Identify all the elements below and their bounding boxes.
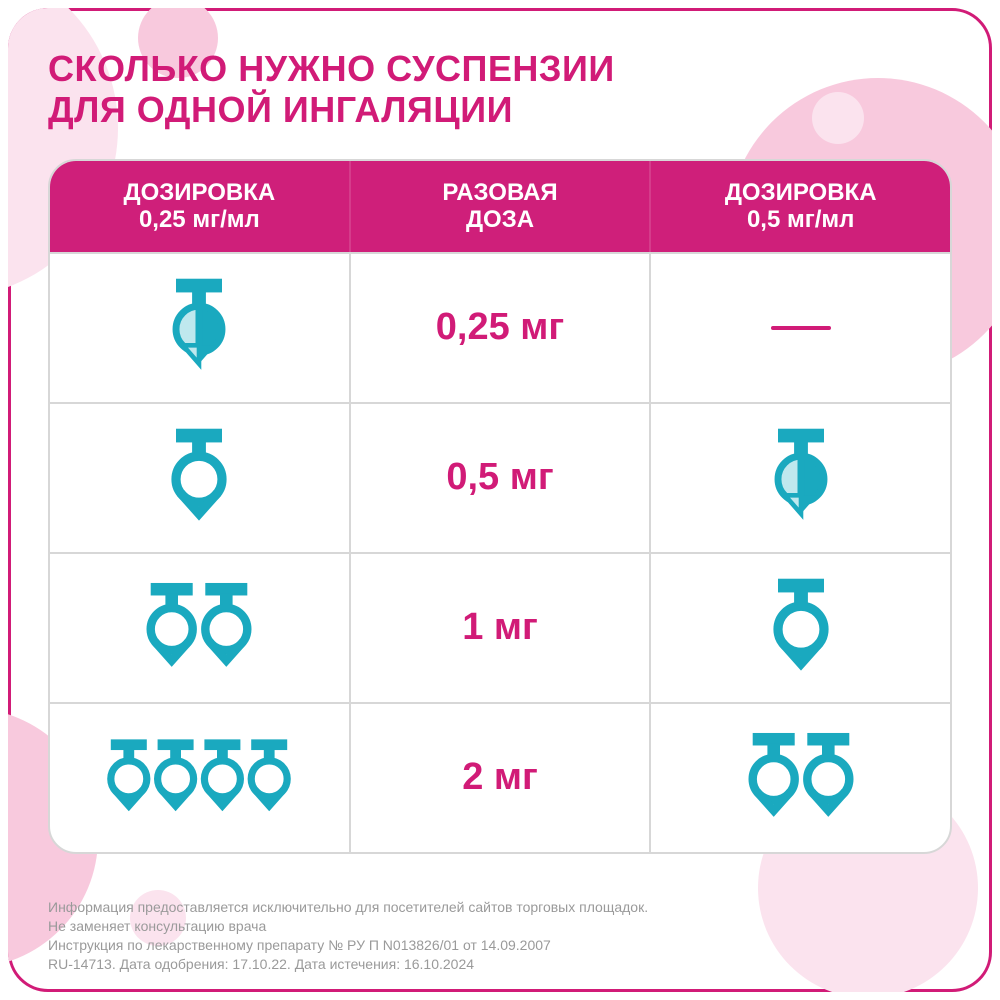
- dosage-table: ДОЗИРОВКА0,25 мг/млРАЗОВАЯДОЗАДОЗИРОВКА0…: [48, 159, 952, 854]
- table-cell-right: [649, 404, 950, 552]
- dose-label: 1 мг: [462, 606, 538, 649]
- ampoule-icon: [197, 583, 256, 667]
- table-body: 0,25 мг 0,5 мг 1 мг: [50, 252, 950, 852]
- ampoule-icon: [768, 579, 832, 671]
- ampoule-icon: [151, 740, 201, 812]
- content-area: СКОЛЬКО НУЖНО СУСПЕНЗИИ ДЛЯ ОДНОЙ ИНГАЛЯ…: [8, 8, 992, 992]
- dose-label: 0,25 мг: [436, 306, 564, 349]
- table-row: 0,25 мг: [50, 252, 950, 402]
- ampoule-icon: [768, 429, 832, 521]
- table-cell-dose: 0,5 мг: [349, 404, 650, 552]
- table-header-cell: ДОЗИРОВКА0,25 мг/мл: [50, 161, 349, 252]
- table-header-cell: РАЗОВАЯДОЗА: [349, 161, 650, 252]
- table-cell-dose: 1 мг: [349, 554, 650, 702]
- table-header-cell: ДОЗИРОВКА0,5 мг/мл: [649, 161, 950, 252]
- dose-label: 0,5 мг: [446, 456, 553, 499]
- table-cell-right: [649, 704, 950, 852]
- table-cell-right: [649, 554, 950, 702]
- table-cell-dose: 2 мг: [349, 704, 650, 852]
- dose-label: 2 мг: [462, 756, 538, 799]
- table-cell-right: [649, 254, 950, 402]
- table-cell-left: [50, 554, 349, 702]
- dash-icon: [771, 326, 831, 330]
- title-line-1: СКОЛЬКО НУЖНО СУСПЕНЗИИ: [48, 48, 615, 89]
- ampoule-icon: [244, 740, 294, 812]
- table-cell-left: [50, 404, 349, 552]
- table-header-row: ДОЗИРОВКА0,25 мг/млРАЗОВАЯДОЗАДОЗИРОВКА0…: [50, 161, 950, 252]
- table-row: 1 мг: [50, 552, 950, 702]
- table-cell-dose: 0,25 мг: [349, 254, 650, 402]
- table-row: 0,5 мг: [50, 402, 950, 552]
- title-line-2: ДЛЯ ОДНОЙ ИНГАЛЯЦИИ: [48, 89, 513, 130]
- ampoule-icon: [167, 429, 231, 521]
- table-cell-left: [50, 704, 349, 852]
- page-title: СКОЛЬКО НУЖНО СУСПЕНЗИИ ДЛЯ ОДНОЙ ИНГАЛЯ…: [48, 48, 952, 131]
- ampoule-icon: [167, 279, 231, 371]
- ampoule-icon: [104, 740, 154, 812]
- table-row: 2 мг: [50, 702, 950, 852]
- table-cell-left: [50, 254, 349, 402]
- ampoule-icon: [744, 733, 803, 817]
- ampoule-icon: [143, 583, 202, 667]
- ampoule-icon: [799, 733, 858, 817]
- ampoule-icon: [198, 740, 248, 812]
